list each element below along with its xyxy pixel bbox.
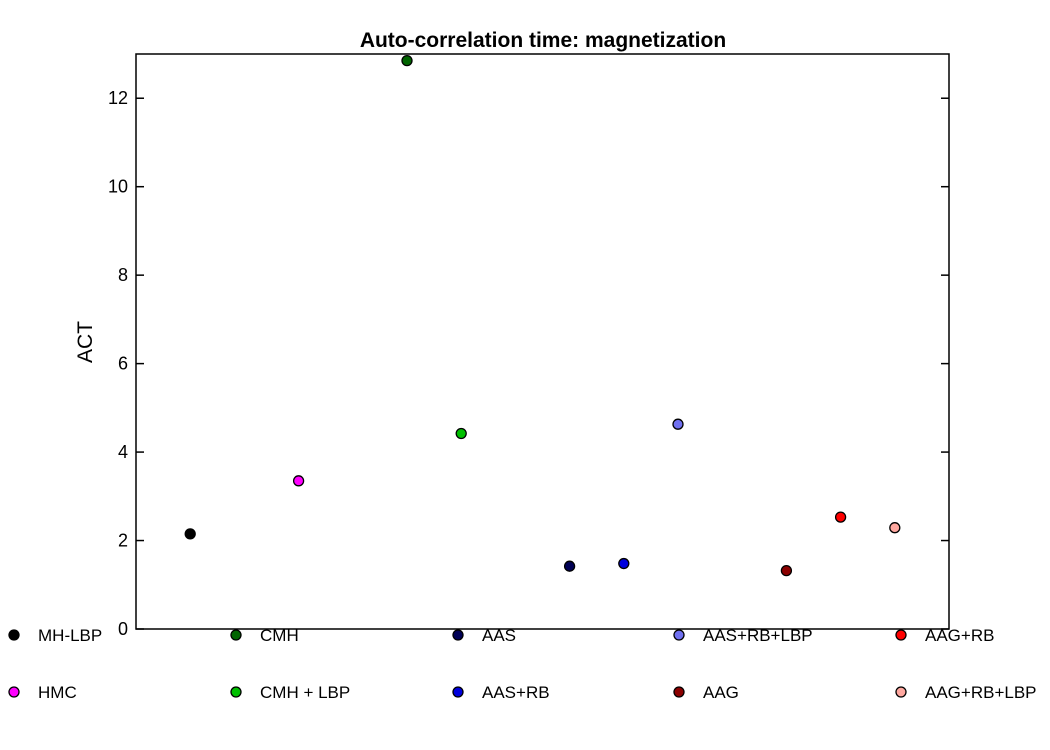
legend-label: AAS [482,626,516,645]
data-point-cmh-lbp [455,427,467,440]
chart-title: Auto-correlation time: magnetization [360,29,726,52]
data-points [184,54,901,577]
legend-marker [8,629,20,641]
legend-marker [673,686,685,698]
y-tick-label: 0 [118,619,128,639]
legend-marker [673,629,685,641]
data-point-aag-rb [834,511,847,523]
y-tick-label: 6 [118,354,128,374]
y-axis-ticks: 0 2 4 6 8 10 12 [108,88,949,639]
legend: MH-LBP HMC CMH CMH + LBP AAS AAS+RB AAS+RB+LBP… [8,626,1037,702]
legend-label: CMH [260,626,299,645]
y-axis-label: ACT [74,321,97,363]
legend-label: AAS+RB [482,683,550,702]
y-tick-label: 8 [118,265,128,285]
y-tick-label: 4 [118,442,128,462]
legend-marker [230,629,242,641]
legend-label: AAG+RB+LBP [925,683,1037,702]
data-point-aas [563,560,576,572]
legend-marker [895,629,907,641]
legend-marker [8,686,20,698]
legend-label: HMC [38,683,77,702]
data-point-cmh [401,54,413,67]
legend-label: AAG [703,683,739,702]
y-tick-label: 10 [108,177,128,197]
legend-label: MH-LBP [38,626,102,645]
legend-label: AAG+RB [925,626,994,645]
plot-area-frame [135,53,950,630]
legend-label: CMH + LBP [260,683,350,702]
data-point-aas-rb [618,557,630,570]
data-point-hmc [292,475,305,487]
data-point-mh-lbp [184,528,196,540]
legend-label: AAS+RB+LBP [703,626,813,645]
data-point-aas-rb-lbp [672,418,684,430]
legend-marker [452,686,464,698]
data-point-aag-rb-lbp [889,522,901,534]
legend-marker [452,629,464,641]
y-tick-label: 12 [108,88,128,108]
data-point-aag [780,564,793,577]
y-tick-label: 2 [118,531,128,551]
legend-marker [230,686,242,698]
legend-marker [895,686,907,698]
